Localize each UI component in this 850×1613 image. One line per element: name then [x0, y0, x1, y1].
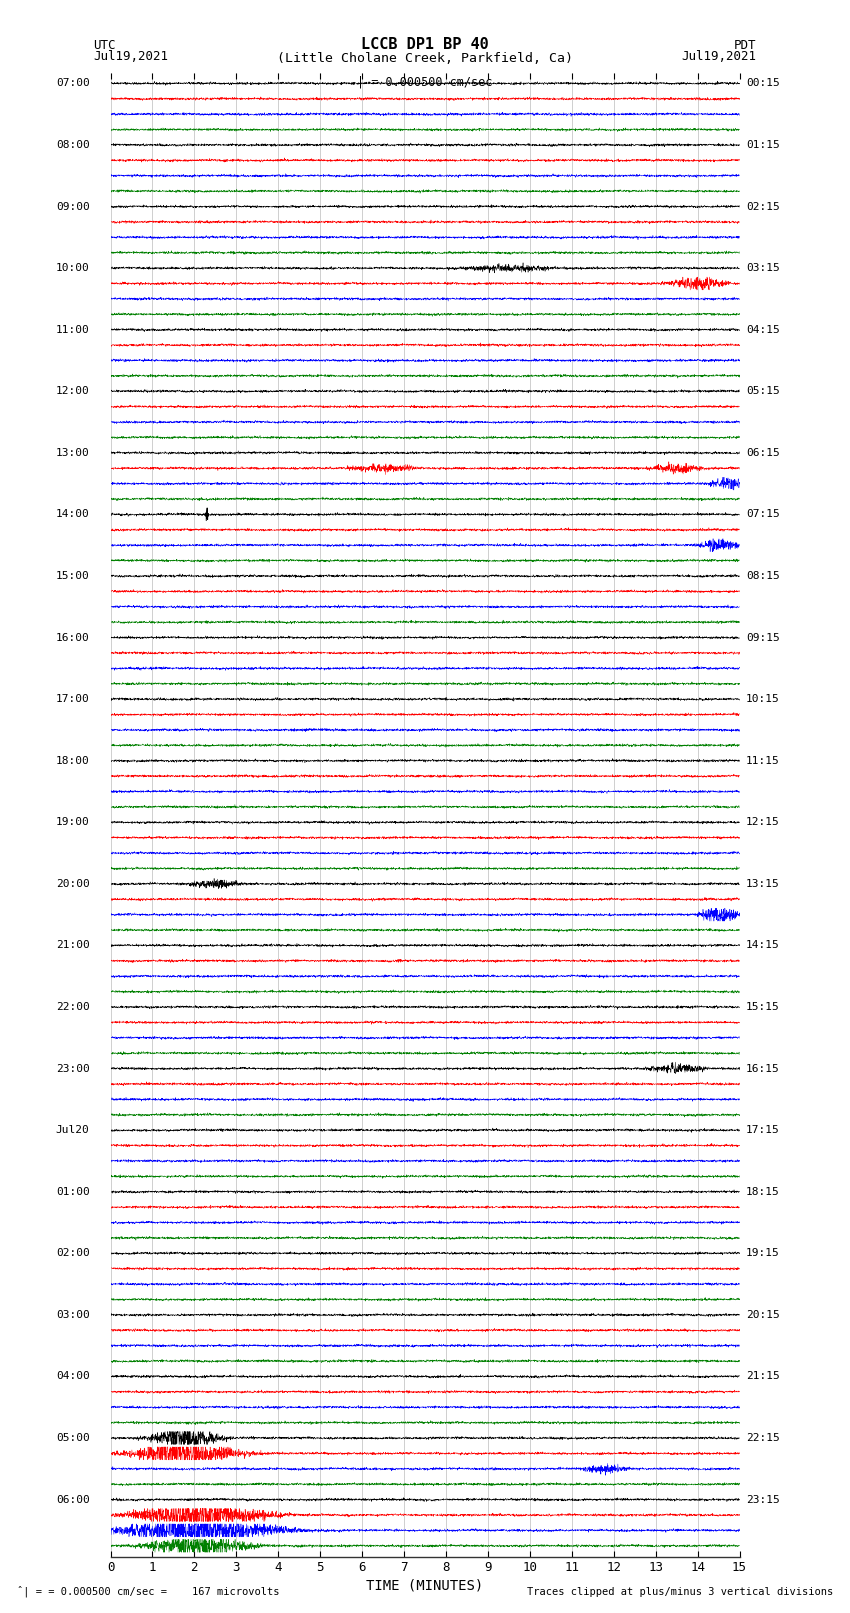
Text: 19:00: 19:00	[56, 818, 89, 827]
Text: 22:15: 22:15	[745, 1432, 779, 1444]
X-axis label: TIME (MINUTES): TIME (MINUTES)	[366, 1579, 484, 1592]
Text: Jul19,2021: Jul19,2021	[682, 50, 756, 63]
Text: 12:15: 12:15	[745, 818, 779, 827]
Text: 09:00: 09:00	[56, 202, 89, 211]
Text: 21:15: 21:15	[745, 1371, 779, 1381]
Text: 06:00: 06:00	[56, 1495, 89, 1505]
Text: 15:15: 15:15	[745, 1002, 779, 1011]
Text: | = 0.000500 cm/sec: | = 0.000500 cm/sec	[357, 76, 493, 89]
Text: 15:00: 15:00	[56, 571, 89, 581]
Text: ˆ| = = 0.000500 cm/sec =    167 microvolts: ˆ| = = 0.000500 cm/sec = 167 microvolts	[17, 1586, 280, 1597]
Text: 20:00: 20:00	[56, 879, 89, 889]
Text: 16:15: 16:15	[745, 1063, 779, 1074]
Text: 02:15: 02:15	[745, 202, 779, 211]
Text: 08:15: 08:15	[745, 571, 779, 581]
Text: LCCB DP1 BP 40: LCCB DP1 BP 40	[361, 37, 489, 52]
Text: 05:00: 05:00	[56, 1432, 89, 1444]
Text: Jul20: Jul20	[56, 1126, 89, 1136]
Text: 07:00: 07:00	[56, 79, 89, 89]
Text: 09:15: 09:15	[745, 632, 779, 642]
Text: 13:00: 13:00	[56, 448, 89, 458]
Text: 19:15: 19:15	[745, 1248, 779, 1258]
Text: 22:00: 22:00	[56, 1002, 89, 1011]
Text: Traces clipped at plus/minus 3 vertical divisions: Traces clipped at plus/minus 3 vertical …	[527, 1587, 833, 1597]
Text: 13:15: 13:15	[745, 879, 779, 889]
Text: 11:00: 11:00	[56, 324, 89, 334]
Text: 00:15: 00:15	[745, 79, 779, 89]
Text: 23:15: 23:15	[745, 1495, 779, 1505]
Text: UTC: UTC	[94, 39, 116, 52]
Text: 16:00: 16:00	[56, 632, 89, 642]
Text: 12:00: 12:00	[56, 386, 89, 397]
Text: (Little Cholane Creek, Parkfield, Ca): (Little Cholane Creek, Parkfield, Ca)	[277, 52, 573, 65]
Text: 10:15: 10:15	[745, 694, 779, 705]
Text: 01:00: 01:00	[56, 1187, 89, 1197]
Text: 04:15: 04:15	[745, 324, 779, 334]
Text: 03:00: 03:00	[56, 1310, 89, 1319]
Text: PDT: PDT	[734, 39, 756, 52]
Text: 10:00: 10:00	[56, 263, 89, 273]
Text: 04:00: 04:00	[56, 1371, 89, 1381]
Text: 17:00: 17:00	[56, 694, 89, 705]
Text: 06:15: 06:15	[745, 448, 779, 458]
Text: 01:15: 01:15	[745, 140, 779, 150]
Text: 08:00: 08:00	[56, 140, 89, 150]
Text: 18:00: 18:00	[56, 755, 89, 766]
Text: 17:15: 17:15	[745, 1126, 779, 1136]
Text: 11:15: 11:15	[745, 755, 779, 766]
Text: 05:15: 05:15	[745, 386, 779, 397]
Text: 21:00: 21:00	[56, 940, 89, 950]
Text: Jul19,2021: Jul19,2021	[94, 50, 168, 63]
Text: 18:15: 18:15	[745, 1187, 779, 1197]
Text: 07:15: 07:15	[745, 510, 779, 519]
Text: 03:15: 03:15	[745, 263, 779, 273]
Text: 20:15: 20:15	[745, 1310, 779, 1319]
Text: 23:00: 23:00	[56, 1063, 89, 1074]
Text: 14:00: 14:00	[56, 510, 89, 519]
Text: 02:00: 02:00	[56, 1248, 89, 1258]
Text: 14:15: 14:15	[745, 940, 779, 950]
